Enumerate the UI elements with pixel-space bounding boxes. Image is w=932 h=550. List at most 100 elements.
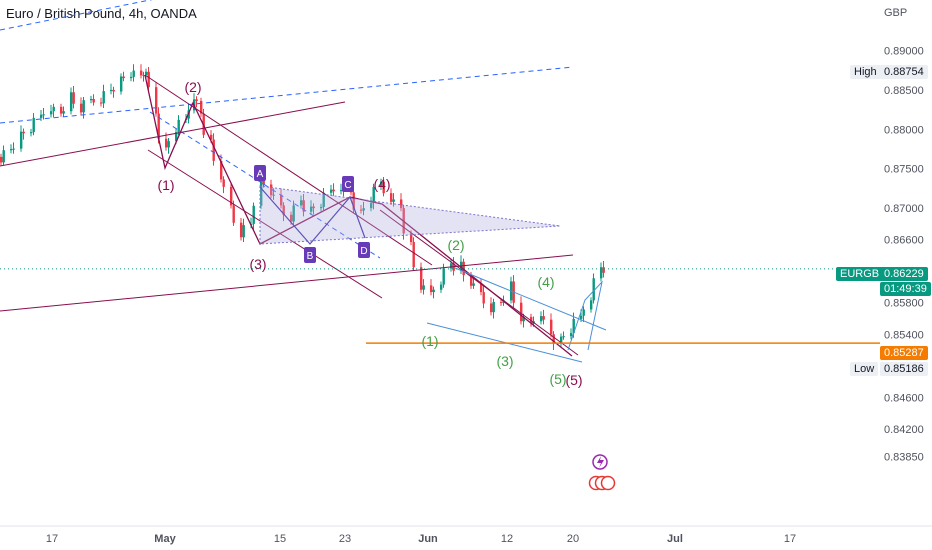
candle-body xyxy=(470,275,473,286)
candle-body xyxy=(332,189,335,192)
candle-body xyxy=(322,192,325,207)
candle-body xyxy=(292,205,295,222)
last-price-tag: 0.86229 xyxy=(880,267,928,281)
calendar-event-icon xyxy=(600,475,616,491)
candle-body xyxy=(50,111,53,115)
candle-body xyxy=(380,181,383,187)
lower-maroon-channel xyxy=(0,254,574,312)
candle-body xyxy=(382,181,385,194)
candle-body xyxy=(422,285,425,290)
candle-body xyxy=(252,205,255,224)
candle-body xyxy=(570,333,573,337)
candle-body xyxy=(145,71,148,75)
descending-maroon-upper xyxy=(144,74,433,266)
candle-body xyxy=(92,98,95,103)
candle-body xyxy=(142,74,145,76)
candle-body xyxy=(400,199,403,209)
candle-body xyxy=(62,111,65,114)
triangle-pattern xyxy=(259,185,561,245)
candle-body xyxy=(602,267,605,273)
date-tick-label: 15 xyxy=(274,533,286,545)
candle-body xyxy=(352,192,355,210)
candle-body xyxy=(177,119,180,133)
candle-body xyxy=(412,242,415,268)
maroon-wave-1-label: (1) xyxy=(157,177,174,193)
drawings-layer xyxy=(0,0,880,363)
candle-body xyxy=(52,106,55,112)
labels-layer: (1) (2) (3) (4) (5) (1) (2) (3) (4) (5) A B C D xyxy=(157,79,616,491)
date-tick-label: 12 xyxy=(501,533,513,545)
candle-body xyxy=(372,186,375,204)
maroon-wave-4-label: (4) xyxy=(373,176,390,192)
candle-body xyxy=(560,336,563,344)
green-wave-4-label: (4) xyxy=(537,274,554,290)
candle-body xyxy=(310,206,313,212)
candle-body xyxy=(472,283,475,286)
candle-body xyxy=(440,284,443,290)
low-label-tag: Low xyxy=(850,362,879,376)
price-tick-label: 0.89000 xyxy=(884,46,924,58)
point-label-a: A xyxy=(257,169,264,180)
candle-body xyxy=(490,303,493,313)
point-badge-b xyxy=(304,247,316,263)
candle-body xyxy=(175,132,178,142)
candle-body xyxy=(70,92,73,112)
breakout-blue-line xyxy=(567,280,603,351)
maroon-wave-5-label: (5) xyxy=(565,372,582,388)
high-value-tag: 0.88754 xyxy=(880,65,928,79)
candle-body xyxy=(132,70,135,77)
candle-body xyxy=(390,193,393,202)
candle-body xyxy=(20,131,23,149)
candle-body xyxy=(10,149,13,151)
candle-body xyxy=(222,179,225,187)
axis-layer: 0.89000 0.88500 0.88000 0.87500 0.87000 0.866… xyxy=(0,7,932,545)
date-tick-label: 20 xyxy=(567,533,579,545)
candle-body xyxy=(102,91,105,104)
candle-body xyxy=(302,200,305,212)
candle-body xyxy=(590,300,593,310)
price-tick-label: 0.84600 xyxy=(884,392,924,404)
candle-body xyxy=(582,309,585,316)
candle-body xyxy=(600,267,603,279)
candle-body xyxy=(340,190,343,192)
candle-body xyxy=(147,71,150,88)
high-label-tag: High xyxy=(850,65,881,79)
candle-body xyxy=(60,106,63,114)
candle-body xyxy=(2,150,5,163)
price-tick-label: 0.87500 xyxy=(884,164,924,176)
mid-dashed-trendline xyxy=(0,66,574,124)
candle-body xyxy=(442,268,445,285)
price-tick-label: 0.85400 xyxy=(884,329,924,341)
candle-body xyxy=(80,103,83,113)
candle-body xyxy=(360,209,363,211)
descending-maroon-lower xyxy=(147,149,383,299)
candle-body xyxy=(242,225,245,238)
candle-body xyxy=(312,206,315,209)
point-label-b: B xyxy=(307,251,314,262)
upper-maroon-channel xyxy=(0,101,346,167)
candle-body xyxy=(462,261,465,276)
price-tick-label: 0.87000 xyxy=(884,203,924,215)
candle-body xyxy=(300,200,303,206)
candle-body xyxy=(420,267,423,290)
price-tick-label: 0.85800 xyxy=(884,298,924,310)
candle-body xyxy=(592,278,595,301)
candle-body xyxy=(122,76,125,79)
candle-body xyxy=(330,189,333,193)
green-wave-5-label: (5) xyxy=(549,371,566,387)
candle-body xyxy=(200,100,203,114)
candle-body xyxy=(12,148,15,150)
candle-body xyxy=(110,89,113,92)
candle-body xyxy=(240,222,243,238)
candle-body xyxy=(32,117,35,133)
candle-body xyxy=(520,302,523,322)
chart-title: Euro / British Pound, 4h, OANDA xyxy=(6,6,197,21)
symbol-tag: EURGBP xyxy=(836,267,891,281)
low-value-tag: 0.85186 xyxy=(880,362,928,376)
candle-body xyxy=(540,316,543,322)
date-tick-label: 17 xyxy=(784,533,796,545)
candle-body xyxy=(482,292,485,304)
candle-body xyxy=(430,285,433,293)
